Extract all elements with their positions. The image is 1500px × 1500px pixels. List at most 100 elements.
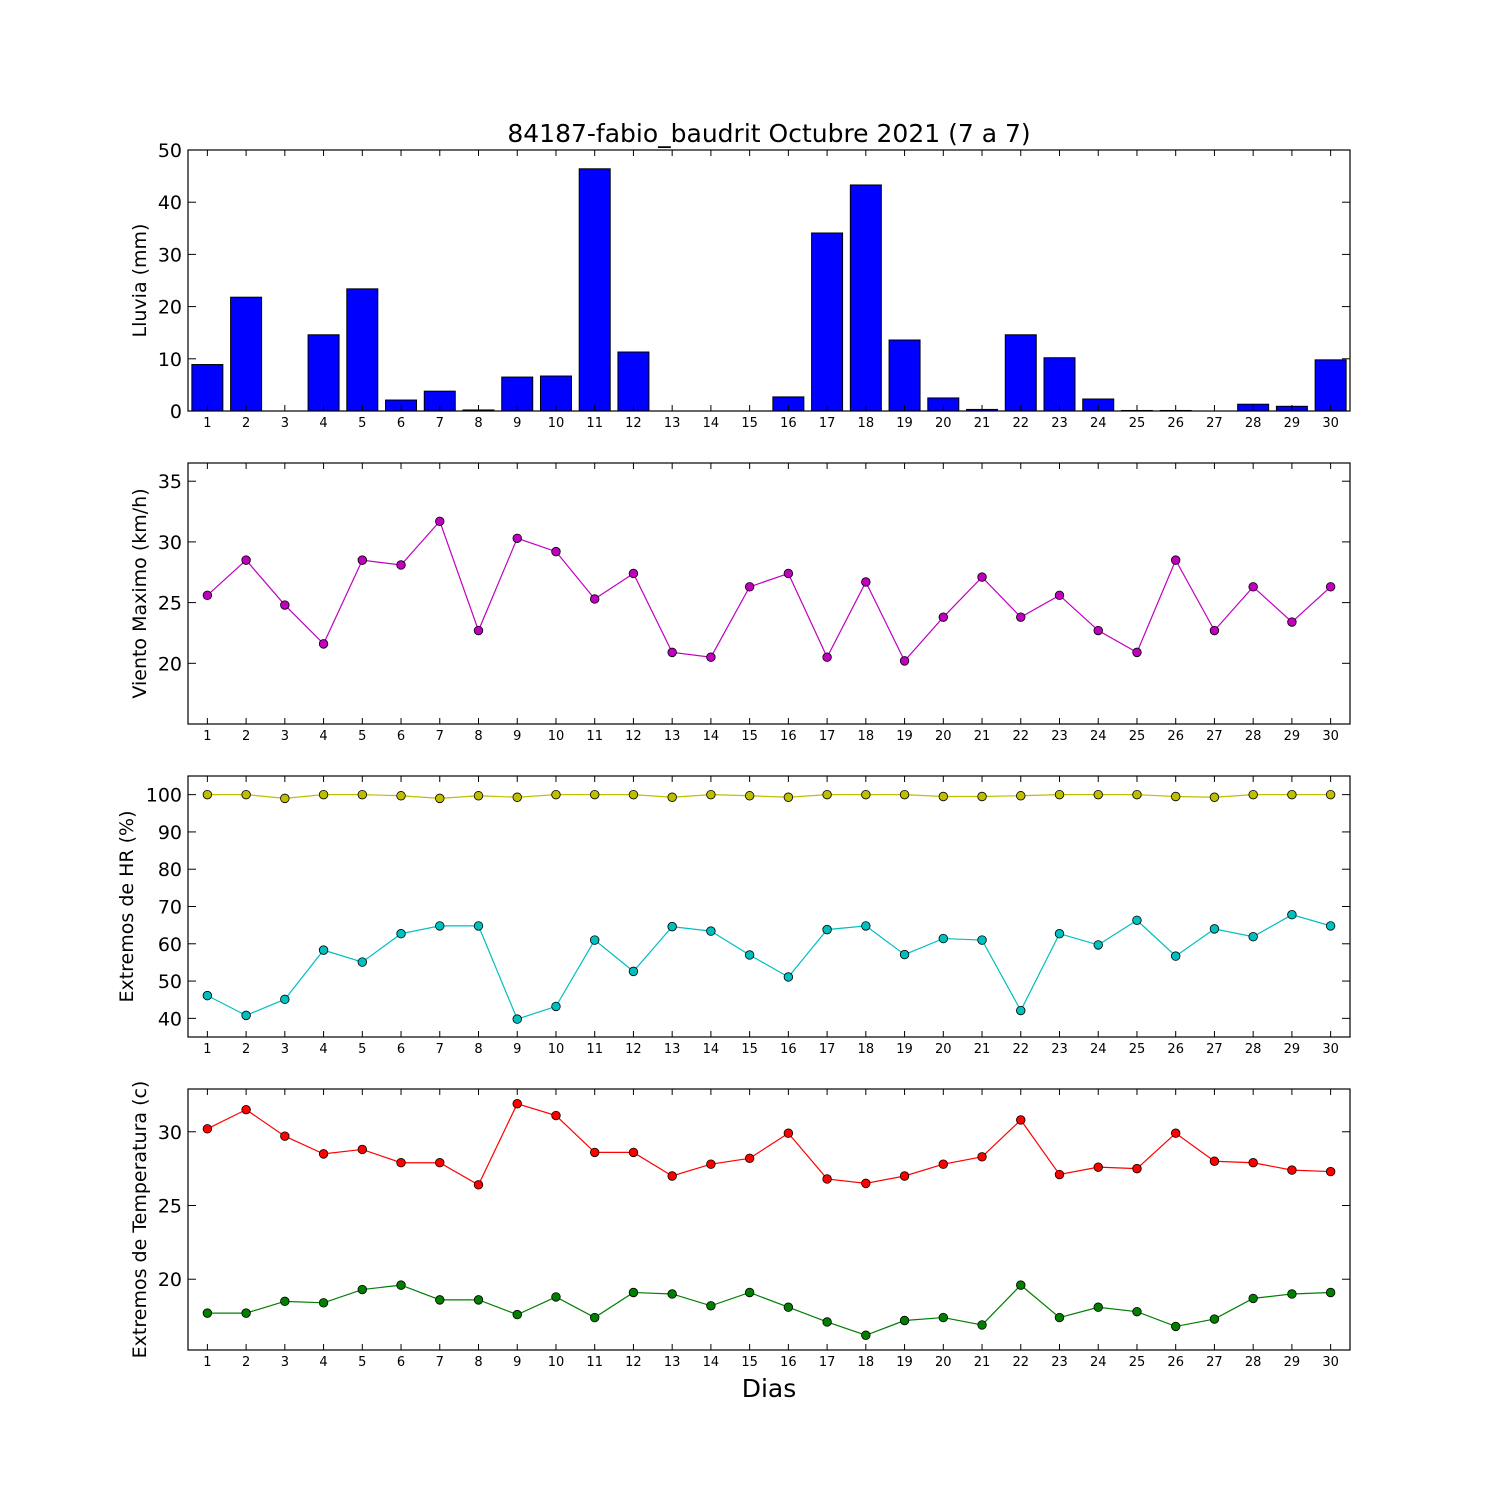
data-point-day-22 [1016,791,1026,801]
data-point-day-23 [1054,929,1065,939]
y-tick-label: 20 [158,297,182,319]
x-tick-label: 8 [474,1042,482,1057]
data-point-day-7 [435,793,445,804]
x-tick-label: 21 [974,1042,991,1057]
x-tick-label: 12 [625,416,642,431]
data-point-day-4 [318,945,329,955]
data-point-day-8 [473,625,484,636]
x-tick-label: 17 [819,1355,836,1370]
x-tick-label: 19 [896,416,913,431]
data-point-day-15 [744,791,755,801]
data-point-day-21 [977,935,987,945]
data-point-day-25 [1132,647,1142,658]
x-tick-label: 23 [1051,729,1068,744]
y-tick-label: 20 [158,1269,182,1291]
x-tick-label: 25 [1129,416,1146,431]
x-tick-label: 25 [1129,729,1146,744]
data-point-day-20 [938,612,949,622]
y-tick-label: 10 [158,349,182,371]
bar-day-22 [1004,334,1037,412]
x-tick-label: 13 [664,1042,681,1057]
data-point-day-29 [1287,1289,1297,1299]
data-point-day-4 [318,1298,329,1308]
data-point-day-8 [473,791,484,801]
data-point-day-30 [1325,1287,1336,1298]
data-point-day-30 [1325,789,1336,800]
data-point-day-2 [241,555,251,565]
y-tick-label: 20 [158,653,182,675]
x-tick-label: 18 [858,729,875,744]
data-point-day-25 [1132,1306,1142,1317]
x-tick-label: 13 [664,729,681,744]
x-tick-label: 26 [1167,1355,1184,1370]
data-point-day-24 [1093,625,1103,636]
x-tick-label: 3 [281,1355,289,1370]
data-point-day-27 [1209,792,1220,802]
x-tick-label: 24 [1090,1042,1107,1057]
x-tick-label: 9 [513,729,521,744]
bar-day-30 [1314,359,1347,412]
x-tick-label: 14 [703,1042,720,1057]
data-point-day-1 [202,590,213,601]
data-point-day-11 [590,594,600,604]
x-tick-label: 2 [242,729,250,744]
y-tick-label: 70 [158,897,182,919]
x-tick-label: 22 [1012,416,1029,431]
data-point-day-21 [977,791,987,802]
x-tick-label: 15 [741,1355,758,1370]
data-point-day-14 [706,789,716,800]
x-tick-label: 6 [397,1042,405,1057]
y-tick-label: 30 [158,532,182,554]
data-point-day-13 [667,1171,677,1181]
x-tick-label: 7 [436,416,444,431]
x-tick-label: 5 [358,729,366,744]
data-point-day-5 [357,957,368,967]
x-tick-label: 14 [703,1355,720,1370]
x-tick-label: 24 [1090,729,1107,744]
x-tick-label: 11 [586,1042,603,1057]
plot-frame [187,1088,1351,1351]
data-point-day-6 [396,791,406,801]
x-tick-label: 4 [319,416,327,431]
data-point-day-24 [1093,1162,1103,1172]
data-point-day-4 [318,639,329,649]
bar-day-4 [307,334,340,412]
data-point-day-24 [1093,940,1103,950]
data-point-day-22 [1016,1115,1026,1125]
data-point-day-23 [1054,789,1065,800]
series-line-2 [207,1284,1331,1336]
y-tick-label: 80 [158,859,182,881]
data-point-day-15 [744,1287,755,1298]
data-point-day-22 [1016,612,1026,622]
data-point-day-28 [1248,1293,1258,1304]
x-tick-label: 29 [1284,1355,1301,1370]
x-tick-label: 2 [242,1042,250,1057]
x-tick-label: 6 [397,416,405,431]
y-axis-label: Viento Maximo (km/h) [129,488,151,698]
data-point-day-8 [473,921,484,931]
data-point-day-4 [318,1149,329,1159]
data-point-day-10 [551,1292,561,1302]
data-point-day-11 [590,1312,600,1323]
x-tick-label: 7 [436,729,444,744]
x-tick-label: 12 [625,729,642,744]
data-point-day-22 [1016,1280,1026,1290]
x-tick-label: 15 [741,416,758,431]
data-point-day-23 [1054,1312,1065,1323]
x-tick-label: 20 [935,416,952,431]
data-point-day-18 [861,1178,871,1189]
data-point-day-7 [435,1158,445,1168]
data-point-day-10 [551,1110,561,1121]
data-point-day-1 [202,1308,213,1318]
data-point-day-12 [628,966,639,977]
data-point-day-9 [512,1099,522,1109]
data-point-day-26 [1170,1128,1181,1138]
data-point-day-14 [706,1159,716,1169]
y-tick-label: 50 [158,140,182,162]
x-tick-label: 15 [741,1042,758,1057]
data-point-day-26 [1170,555,1181,565]
series-line-2 [207,914,1331,1020]
data-point-day-12 [628,1287,639,1298]
x-tick-label: 17 [819,1042,836,1057]
